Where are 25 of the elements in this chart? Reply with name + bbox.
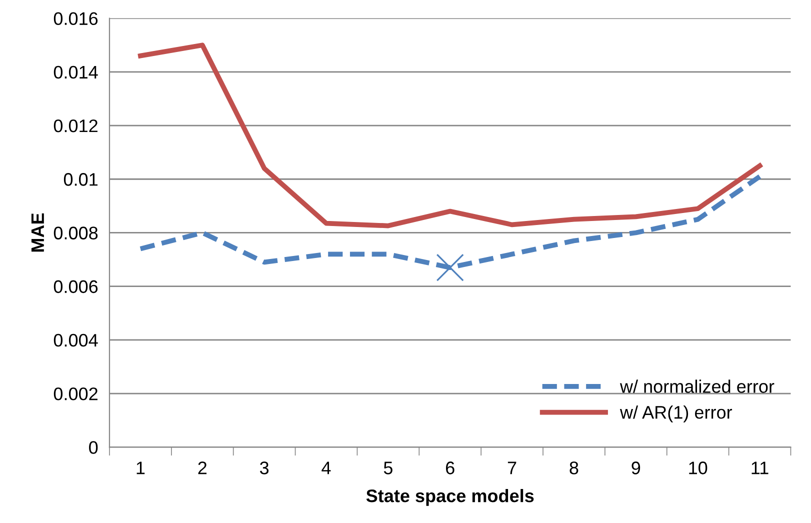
y-tick-label: 0.014 <box>54 66 98 79</box>
x-tick-label: 5 <box>384 462 392 474</box>
x-tick-label: 8 <box>570 462 578 474</box>
legend-label: w/ normalized error <box>620 380 774 393</box>
y-axis-title: MAE <box>31 213 44 252</box>
x-tick-label: 3 <box>260 462 269 474</box>
x-axis-title: State space models <box>366 488 534 506</box>
x-tick-label: 9 <box>632 462 640 474</box>
line-series <box>138 42 762 228</box>
x-tick-label: 7 <box>508 462 516 474</box>
x-tick-label: 2 <box>198 462 206 474</box>
x-tick-label: 6 <box>446 462 454 474</box>
x-tick-label: 10 <box>689 462 708 474</box>
y-tick-label: 0.004 <box>54 334 98 347</box>
x-tick-label: 1 <box>136 462 145 474</box>
y-tick-label: 0.016 <box>54 12 98 26</box>
y-tick-label: 0.006 <box>54 280 98 294</box>
y-tick-label: 0.002 <box>54 387 98 400</box>
y-tick-label: 0.01 <box>64 173 98 186</box>
x-tick-label: 11 <box>752 462 768 474</box>
y-tick-label: 0.012 <box>54 119 98 132</box>
x-tick-label: 4 <box>322 462 331 474</box>
legend-label: w/ AR(1) error <box>620 406 732 422</box>
y-tick-label: 0 <box>89 441 98 454</box>
y-tick-label: 0.008 <box>54 226 98 240</box>
